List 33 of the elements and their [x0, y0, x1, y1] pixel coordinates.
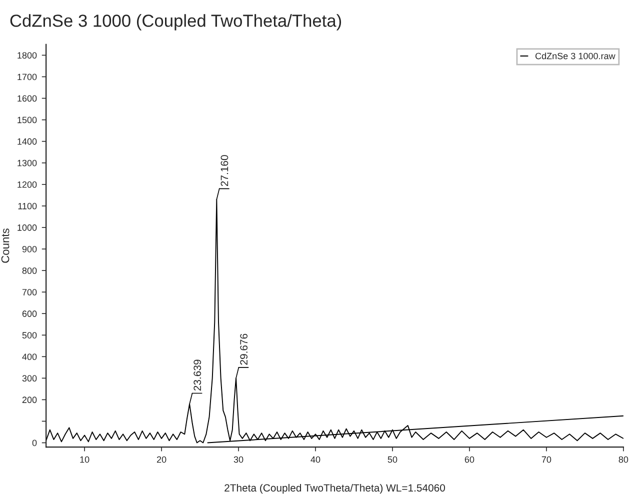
x-axis-title: 2Theta (Coupled TwoTheta/Theta) WL=1.54060	[224, 484, 445, 494]
y-tick-label: 1200	[18, 181, 37, 188]
legend-label: CdZnSe 3 1000.raw	[535, 52, 616, 60]
y-tick-label: 1000	[18, 224, 37, 231]
y-tick-label: 400	[22, 354, 37, 360]
y-tick-label: 500	[22, 332, 37, 338]
chart-title: CdZnSe 3 1000 (Coupled TwoTheta/Theta)	[10, 14, 342, 30]
x-tick-label: 20	[156, 456, 166, 463]
annotation: 29.676	[240, 334, 248, 365]
annotation: 23.639	[194, 360, 202, 391]
y-tick-label: 300	[22, 375, 37, 382]
y-tick-label: 0	[32, 440, 37, 446]
y-tick-label: 600	[22, 310, 37, 317]
annotation: 27.160	[220, 155, 228, 186]
y-tick-label: 900	[22, 246, 37, 252]
x-tick-label: 40	[310, 456, 320, 463]
y-tick-label: 1100	[18, 202, 37, 210]
x-tick-label: 30	[234, 456, 244, 463]
y-tick-label: 1300	[18, 160, 37, 166]
y-tick-label: 800	[22, 267, 37, 274]
y-tick-label: 1500	[18, 116, 37, 124]
y-tick-label: 1400	[18, 138, 37, 145]
y-tick-label: 1800	[18, 52, 37, 59]
y-tick-label: 200	[22, 396, 37, 404]
y-axis-title: Counts	[1, 228, 10, 263]
x-tick-label: 50	[388, 456, 398, 463]
y-tick-label: 1600	[18, 95, 37, 102]
x-tick-label: 60	[464, 456, 474, 463]
y-tick-label: 700	[22, 289, 37, 296]
x-tick-label: 80	[618, 456, 628, 463]
x-tick-label: 70	[542, 456, 552, 463]
y-tick-label: 1700	[18, 74, 37, 80]
x-tick-label: 10	[80, 456, 90, 463]
